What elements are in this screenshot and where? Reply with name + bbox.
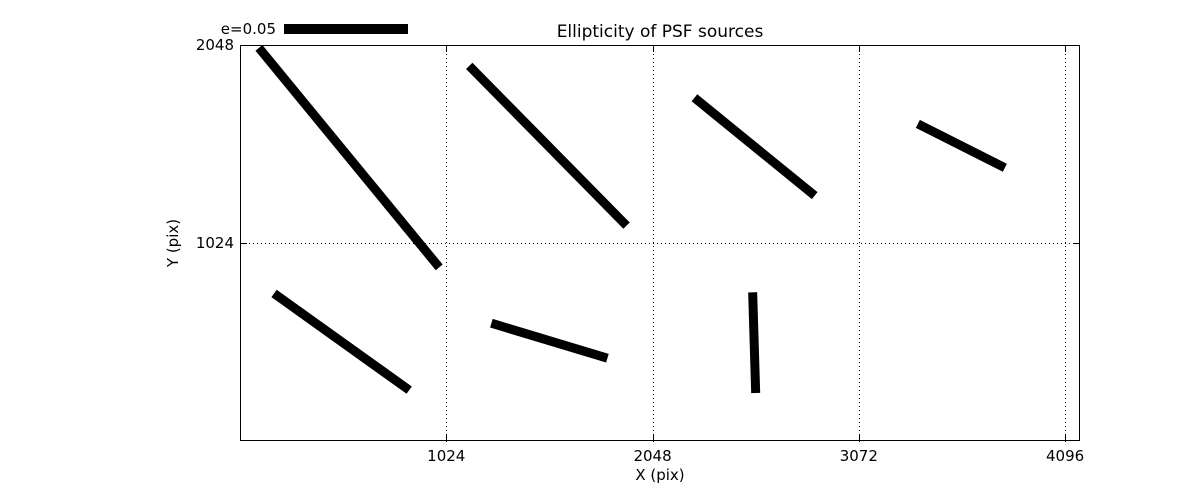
legend-key-bar xyxy=(284,24,408,34)
chart-title: Ellipticity of PSF sources xyxy=(556,22,764,42)
y-axis-label: Y (pix) xyxy=(164,218,182,268)
x-tick-label: 4096 xyxy=(1045,447,1085,465)
ellipticity-whisker xyxy=(255,45,443,271)
y-tick-label: 1024 xyxy=(195,234,234,252)
x-tick-label: 2048 xyxy=(633,447,672,465)
x-tick-label: 1024 xyxy=(427,447,466,465)
legend: e=0.05 xyxy=(180,20,408,38)
ellipticity-whisker xyxy=(271,289,412,394)
legend-label: e=0.05 xyxy=(220,20,276,38)
ellipticity-whisker xyxy=(466,62,630,229)
plot-area xyxy=(240,45,1080,442)
ellipticity-whisker xyxy=(748,292,761,394)
x-axis-label: X (pix) xyxy=(635,466,685,484)
y-tick-label: 2048 xyxy=(195,36,234,54)
x-tick-label: 3072 xyxy=(839,447,878,465)
ellipticity-whisker xyxy=(490,318,609,363)
ellipticity-whisker xyxy=(915,119,1007,172)
ellipticity-whisker xyxy=(691,94,818,200)
